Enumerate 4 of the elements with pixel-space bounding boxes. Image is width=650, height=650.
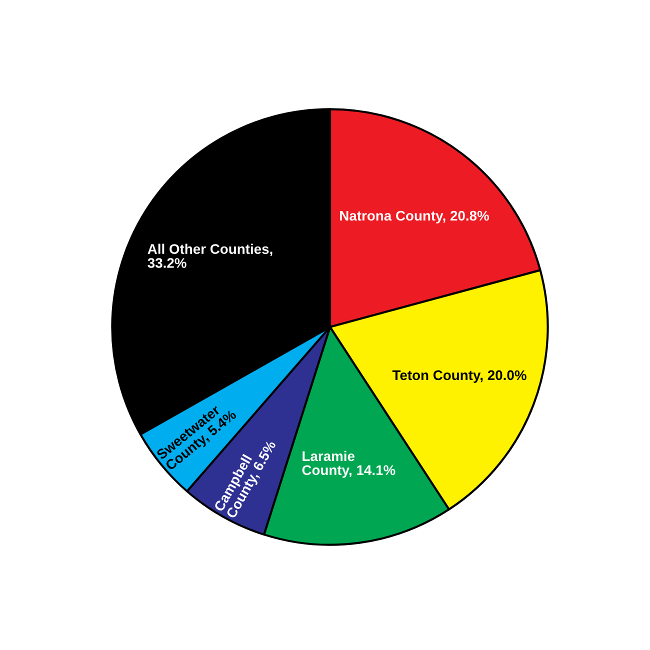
slice-label: Natrona County, 20.8% (340, 210, 490, 224)
slice-label: All Other Counties, 33.2% (148, 244, 272, 268)
slice-label: Laramie County, 14.1% (302, 450, 396, 478)
slice-label: Teton County, 20.0% (392, 370, 526, 383)
